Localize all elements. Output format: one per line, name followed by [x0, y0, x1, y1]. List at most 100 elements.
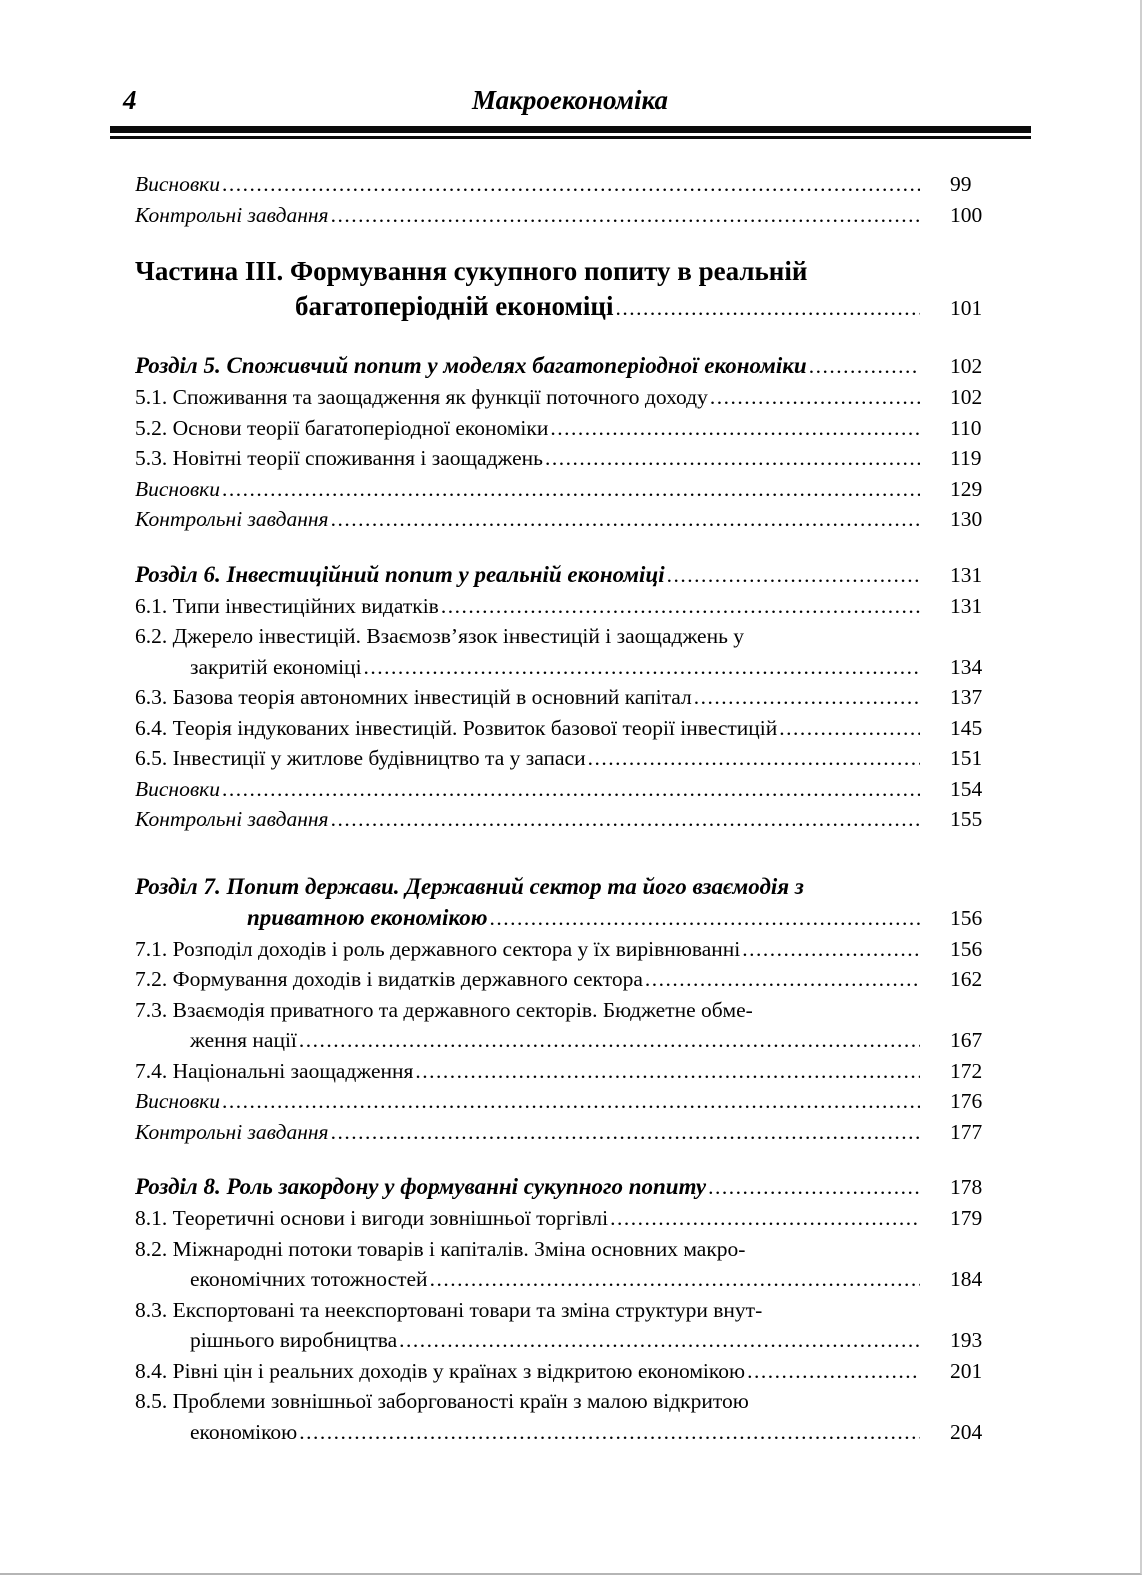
dot-leader: [645, 964, 920, 995]
toc-entry-page: 155: [950, 807, 983, 831]
toc-entry-text: Розділ 5. Споживчий попит у моделях бага…: [135, 353, 807, 378]
toc-entry-text: 8.4. Рівні цін і реальних доходів у краї…: [135, 1358, 746, 1383]
dot-leader: [550, 413, 920, 444]
toc-entry-text: Розділ 6. Інвестиційний попит у реальній…: [135, 561, 665, 587]
dot-leader: [222, 169, 920, 200]
toc-entry: 7.3. Взаємодія приватного та державного …: [135, 995, 998, 1026]
toc-entry-page: 176: [950, 1089, 983, 1113]
toc-entry: 8.1. Теоретичні основи і вигоди зовнішнь…: [135, 1203, 998, 1234]
toc-entry-page: 129: [950, 476, 983, 501]
toc-entry: ження нації 167: [135, 1025, 998, 1056]
toc-entry-page: 130: [950, 507, 983, 531]
toc-entry: 6.4. Теорія індукованих інвестицій. Розв…: [135, 713, 998, 744]
toc-entry-page: 156: [950, 905, 983, 930]
toc-entry-text: Розділ 8. Роль закордону у формуванні су…: [135, 1174, 707, 1199]
dot-leader: [222, 1086, 920, 1117]
toc-entry-page: 193: [950, 1328, 983, 1352]
toc-entry-page: 167: [950, 1028, 983, 1052]
toc-entry: 6.3. Базова теорія автономних інвестицій…: [135, 682, 998, 713]
toc-entry: 8.4. Рівні цін і реальних доходів у краї…: [135, 1356, 998, 1387]
dot-leader: [364, 652, 920, 683]
dot-leader: [667, 560, 920, 591]
toc-entry: приватною економікою 156: [135, 902, 998, 934]
toc-entry: Розділ 7. Попит держави. Державний секто…: [135, 871, 998, 902]
toc-entry-page: 110: [950, 415, 982, 440]
toc-entry-text: 7.1. Розподіл доходів і роль державного …: [135, 936, 741, 961]
toc-entry-page: 162: [950, 967, 983, 991]
toc-entry-page: 179: [950, 1206, 983, 1230]
toc-entry: 8.3. Експортовані та неекспортовані това…: [135, 1295, 998, 1326]
toc-entry-text: 6.5. Інвестиції у житлове будівництво та…: [135, 746, 586, 770]
toc-entry: економічних тотожностей 184: [135, 1264, 998, 1295]
toc-entry: Контрольні завдання 130: [135, 504, 998, 535]
toc-entry-page: 137: [950, 685, 983, 709]
toc-entry-text: Частина III. Формування сукупного попиту…: [135, 256, 808, 286]
toc-entry-page: 99: [950, 172, 972, 196]
dot-leader: [779, 713, 920, 744]
toc-entry-text: Розділ 7. Попит держави. Державний секто…: [135, 873, 804, 899]
toc-entry: 7.4. Національні заощадження 172: [135, 1056, 998, 1087]
dot-leader: [588, 743, 920, 774]
toc-entry: Розділ 6. Інвестиційний попит у реальній…: [135, 559, 998, 591]
toc-entry-text: багатоперіодній економіці: [295, 291, 614, 321]
toc-entry: 6.1. Типи інвестиційних видатків 131: [135, 591, 998, 622]
toc-entry: економікою 204: [135, 1417, 998, 1448]
toc-entry: Висновки 154: [135, 774, 998, 805]
dot-leader: [742, 934, 920, 965]
toc-entry-text: Контрольні завдання: [135, 807, 329, 831]
toc-entry: Розділ 8. Роль закордону у формуванні су…: [135, 1171, 998, 1203]
toc-entry: Висновки 129: [135, 474, 998, 505]
toc-entry-page: 172: [950, 1058, 983, 1083]
toc-entry: Висновки 176: [135, 1086, 998, 1117]
dot-leader: [615, 291, 920, 326]
toc-entry-page: 102: [950, 385, 983, 409]
toc: Висновки 99 Контрольні завдання 100 Частина …: [135, 169, 998, 1447]
toc-entry-text: 8.5. Проблеми зовнішньої заборгованості …: [135, 1389, 749, 1413]
toc-entry-text: 5.3. Новітні теорії споживання і заощадж…: [135, 446, 543, 470]
dot-leader: [222, 774, 920, 805]
toc-entry-text: 6.2. Джерело інвестицій. Взаємозв’язок і…: [135, 624, 745, 648]
toc-entry: 7.1. Розподіл доходів і роль державного …: [135, 934, 998, 965]
dot-leader: [399, 1325, 920, 1356]
dot-leader: [441, 591, 920, 622]
toc-entry: Частина III. Формування сукупного попиту…: [135, 254, 998, 289]
toc-entry-page: 119: [950, 446, 982, 470]
dot-leader: [809, 351, 920, 382]
toc-entry-text: 8.2. Міжнародні потоки товарів і капітал…: [135, 1236, 746, 1261]
toc-entry-page: 178: [950, 1175, 983, 1199]
toc-entry-text: Висновки: [135, 476, 220, 501]
dot-leader: [708, 1172, 920, 1203]
toc-entry-page: 184: [950, 1267, 983, 1291]
dot-leader: [490, 903, 920, 934]
toc-entry: Розділ 5. Споживчий попит у моделях бага…: [135, 350, 998, 382]
toc-entry-page: 156: [950, 936, 983, 961]
toc-entry: Контрольні завдання 155: [135, 804, 998, 835]
toc-entry-text: приватною економікою: [247, 904, 488, 930]
dot-leader: [331, 804, 920, 835]
toc-entry-text: ження нації: [190, 1028, 297, 1052]
toc-entry-text: Висновки: [135, 776, 220, 801]
toc-entry-page: 204: [950, 1419, 983, 1444]
toc-entry: закритій економіці 134: [135, 652, 998, 683]
toc-entry: Контрольні завдання 100: [135, 200, 998, 231]
toc-entry-page: 100: [950, 202, 983, 227]
toc-entry: 8.2. Міжнародні потоки товарів і капітал…: [135, 1234, 998, 1265]
toc-entry-text: 7.3. Взаємодія приватного та державного …: [135, 997, 753, 1022]
dot-leader: [710, 382, 920, 413]
toc-entry: 8.5. Проблеми зовнішньої заборгованості …: [135, 1386, 998, 1417]
header-rule-thin: [110, 136, 1031, 139]
dot-leader: [747, 1356, 920, 1387]
toc-entry-text: рішнього виробництва: [190, 1328, 398, 1352]
dot-leader: [331, 200, 920, 231]
page-number: 4: [123, 85, 137, 115]
toc-entry: 5.1. Споживання та заощадження як функці…: [135, 382, 998, 413]
toc-entry-page: 201: [950, 1358, 983, 1383]
dot-leader: [331, 504, 920, 535]
toc-entry-text: 8.3. Експортовані та неекспортовані това…: [135, 1297, 763, 1322]
toc-entry-page: 102: [950, 354, 983, 378]
dot-leader: [299, 1025, 920, 1056]
toc-entry-page: 131: [950, 593, 983, 618]
dot-leader: [545, 443, 920, 474]
toc-entry: рішнього виробництва 193: [135, 1325, 998, 1356]
